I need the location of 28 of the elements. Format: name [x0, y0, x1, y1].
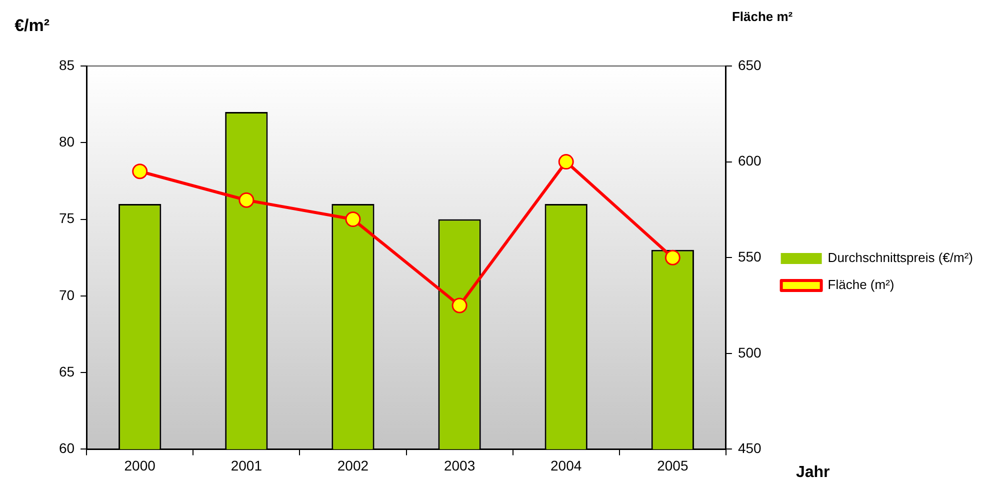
y2-tick-label: 550	[738, 248, 762, 264]
point	[132, 164, 148, 180]
x-tick-label: 2005	[657, 457, 688, 474]
x-tick-label: 2002	[337, 457, 369, 474]
y-tick-label: 60	[58, 440, 75, 456]
y-tick-label: 75	[58, 210, 75, 226]
point	[345, 212, 361, 228]
y2-tick-label: 450	[738, 440, 762, 456]
x-tick-label: 2000	[124, 457, 156, 474]
legend-label: Durchschnittspreis (€/m²)	[828, 250, 974, 266]
x-axis-title: Jahr	[796, 464, 830, 481]
point	[238, 192, 254, 208]
x-tick-label: 2003	[444, 457, 476, 474]
y-tick-label: 70	[58, 286, 75, 303]
y2-tick-label: 500	[738, 344, 762, 360]
y-tick-label: 85	[58, 56, 75, 73]
x-tick-label: 2001	[230, 457, 262, 474]
x-tick-label: 2004	[550, 457, 582, 474]
legend-label: Fläche (m²)	[828, 277, 894, 292]
y2-axis-title: Fläche m²	[732, 9, 794, 24]
y2-tick-label: 600	[738, 152, 762, 169]
y-tick-label: 65	[58, 363, 75, 380]
y-tick-label: 80	[58, 134, 75, 150]
point	[558, 154, 574, 170]
point	[452, 298, 468, 314]
y-axis-title: €/m²	[14, 16, 50, 35]
point	[664, 250, 680, 266]
y2-tick-label: 650	[738, 56, 762, 73]
